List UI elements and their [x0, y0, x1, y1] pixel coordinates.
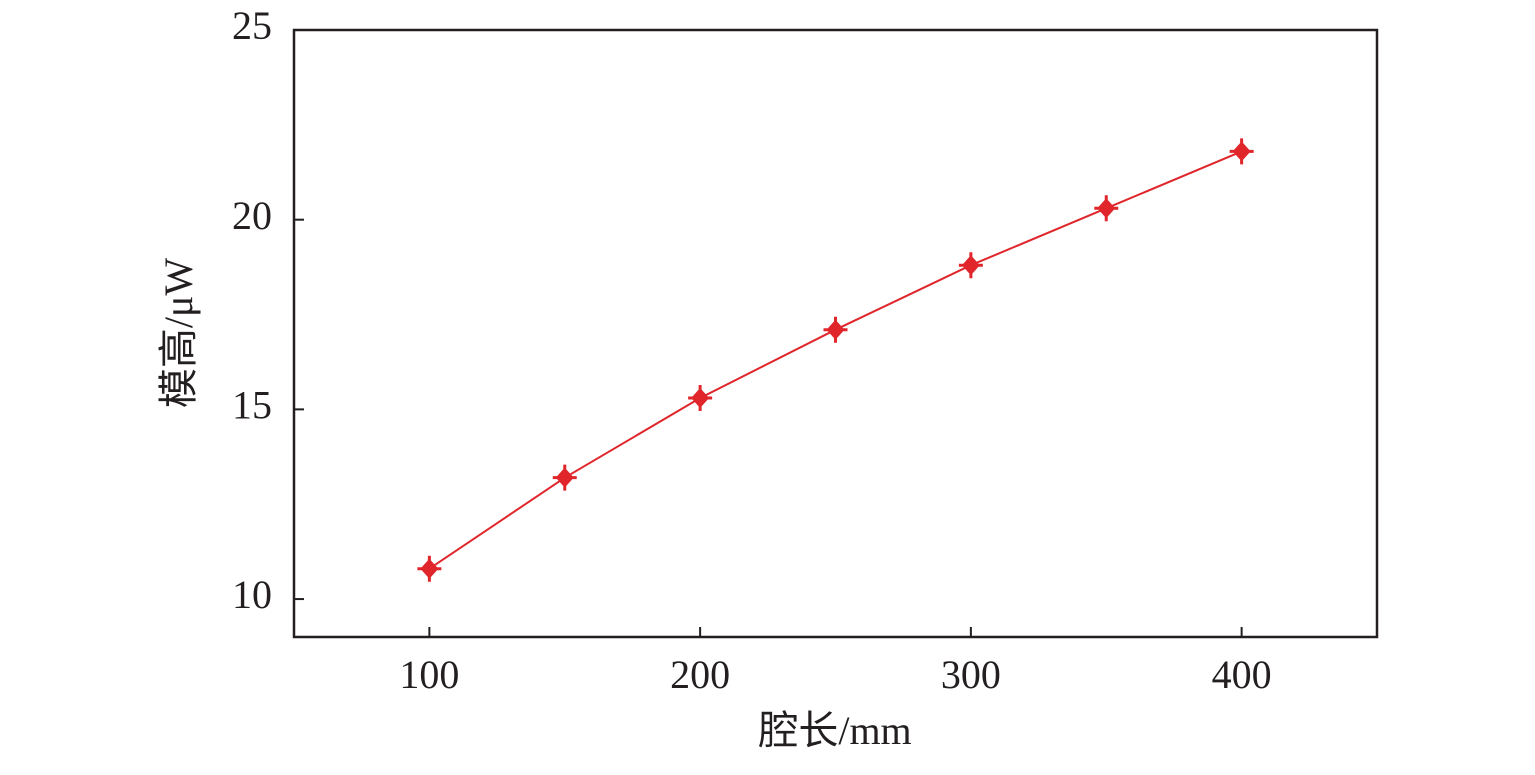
marker — [417, 555, 442, 582]
plot-frame — [292, 28, 1379, 639]
y-tick-label: 20 — [232, 193, 272, 238]
x-tick-label: 300 — [941, 652, 1001, 697]
marker — [1229, 138, 1254, 165]
y-axis-label: 模高/μW — [156, 258, 201, 409]
marker — [958, 252, 983, 279]
y-tick-label: 15 — [232, 383, 272, 428]
marker — [823, 316, 848, 343]
x-tick-label: 100 — [399, 652, 459, 697]
marker — [552, 464, 577, 491]
y-tick-label: 10 — [232, 572, 272, 617]
x-axis-label: 腔长/mm — [758, 708, 911, 753]
marker — [1094, 195, 1119, 222]
x-tick-label: 400 — [1212, 652, 1272, 697]
y-tick-label: 25 — [232, 3, 272, 48]
series-line — [428, 150, 1243, 570]
x-tick-label: 200 — [670, 652, 730, 697]
marker — [688, 384, 713, 411]
